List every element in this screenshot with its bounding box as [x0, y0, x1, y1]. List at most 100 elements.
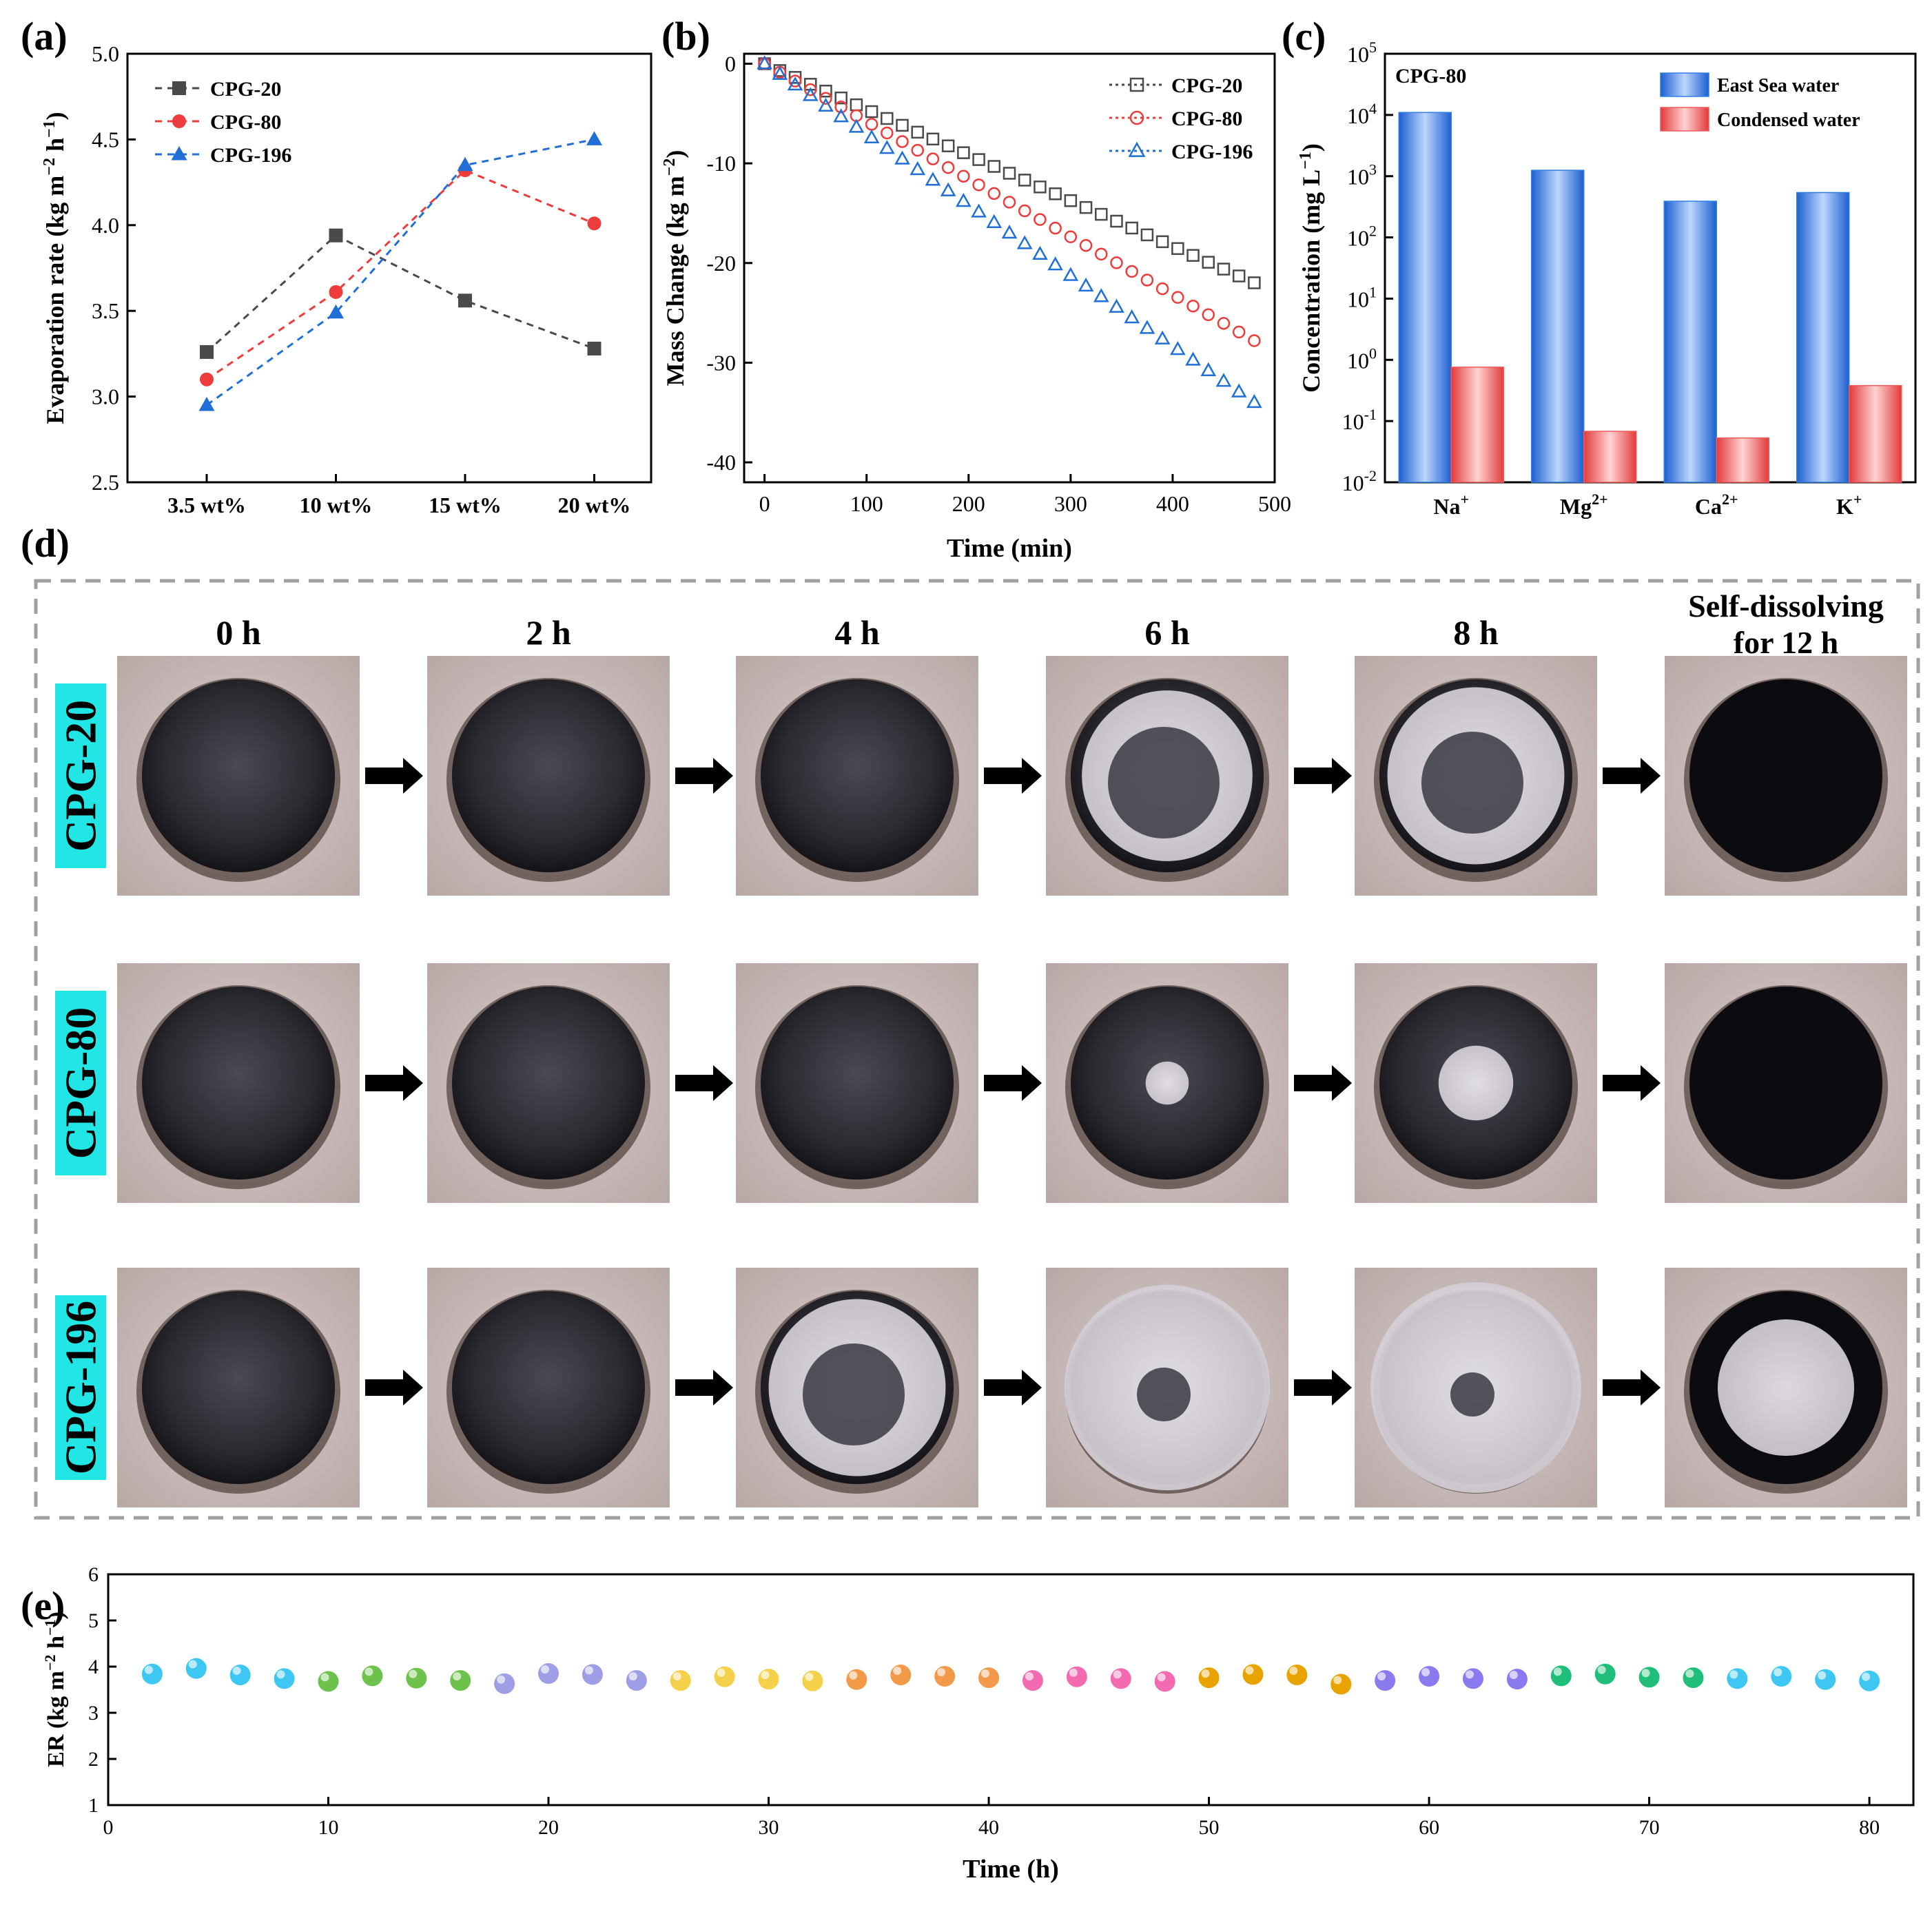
series-line	[205, 234, 595, 353]
photo-puck	[452, 679, 645, 872]
data-point	[1140, 274, 1154, 287]
data-point	[1594, 1663, 1616, 1685]
data-point	[986, 214, 1003, 228]
data-point	[1248, 334, 1261, 347]
data-point	[1140, 228, 1154, 242]
time-label: 2 h	[526, 613, 571, 652]
data-point	[833, 108, 850, 123]
arrow-icon	[675, 1370, 733, 1405]
data-point	[587, 216, 602, 231]
data-point	[890, 1665, 912, 1686]
sample-label: CPG-20	[56, 700, 105, 852]
data-point	[1018, 174, 1031, 187]
data-point	[1462, 1668, 1483, 1689]
photo-puck-exposed	[1137, 1368, 1191, 1421]
data-point	[802, 1670, 823, 1691]
arrow-icon	[1294, 1370, 1352, 1405]
data-point	[1330, 1674, 1352, 1695]
data-point	[788, 74, 802, 87]
chart-c-ylabel: Concentration (mg L−1)	[1297, 143, 1325, 393]
y-tick-label: -30	[706, 350, 736, 375]
data-point	[971, 203, 987, 218]
x-tick-label: 80	[1859, 1816, 1880, 1839]
bar	[1450, 367, 1504, 483]
data-point-highlight	[761, 1671, 770, 1680]
bar	[1398, 112, 1452, 483]
data-point	[141, 1663, 163, 1685]
data-point	[328, 304, 344, 319]
data-point	[1034, 181, 1047, 194]
data-point	[1638, 1667, 1660, 1688]
data-point	[1550, 1665, 1572, 1687]
arrow-icon	[1603, 758, 1661, 794]
data-point	[362, 1665, 383, 1687]
bar	[1583, 431, 1637, 483]
data-point-highlight	[1685, 1669, 1694, 1678]
data-point	[758, 1669, 779, 1690]
data-point-highlight	[893, 1667, 902, 1676]
data-point	[1155, 235, 1169, 249]
photo-puck-exposed	[1450, 1372, 1494, 1417]
panel-label-d: (d)	[21, 521, 70, 566]
data-point	[941, 139, 955, 152]
data-point	[318, 1671, 339, 1692]
time-label: 8 h	[1453, 613, 1499, 652]
data-point	[1242, 1664, 1264, 1685]
data-point	[957, 169, 970, 183]
data-point	[1093, 288, 1109, 302]
photo-salt-crust	[1718, 1319, 1854, 1456]
data-point	[200, 372, 214, 387]
data-point	[494, 1673, 515, 1694]
y-tick-label: 2	[88, 1748, 99, 1771]
panel-label-e: (e)	[21, 1583, 65, 1628]
photo-puck	[761, 987, 954, 1180]
data-point	[457, 156, 473, 172]
data-point	[926, 152, 940, 165]
legend-label: CPG-20	[210, 78, 281, 101]
legend-label: CPG-80	[210, 111, 281, 134]
y-tick-label: -40	[706, 450, 736, 475]
data-point	[450, 1670, 471, 1691]
data-point	[1124, 309, 1140, 324]
x-tick-label: 400	[1156, 491, 1189, 516]
data-point	[1232, 325, 1246, 339]
photo-puck	[1689, 987, 1882, 1180]
data-point-highlight	[1729, 1670, 1738, 1679]
photo-puck	[142, 987, 335, 1180]
data-point-highlight	[1421, 1668, 1430, 1677]
legend-marker	[172, 81, 186, 95]
bar	[1716, 437, 1769, 483]
x-tick-label: 3.5 wt%	[167, 493, 246, 517]
data-point	[1186, 299, 1200, 313]
data-point	[987, 160, 1001, 173]
x-tick-label: Ca2+	[1695, 491, 1738, 519]
x-tick-label: 40	[978, 1816, 999, 1839]
y-tick-label: 10-1	[1342, 406, 1377, 434]
data-point-highlight	[1597, 1665, 1606, 1674]
data-point-highlight	[409, 1669, 418, 1678]
y-tick-label: -10	[706, 151, 736, 176]
data-point	[1506, 1669, 1528, 1690]
data-point-highlight	[1157, 1673, 1166, 1682]
chart-b-ylabel: Mass Change (kg m−2)	[661, 150, 689, 387]
data-point	[1200, 362, 1217, 377]
data-point-highlight	[628, 1672, 637, 1681]
data-point	[934, 1666, 956, 1687]
arrow-icon	[365, 1370, 423, 1405]
data-point	[582, 1664, 603, 1685]
legend-marker	[1128, 141, 1146, 157]
data-point-highlight	[1553, 1667, 1562, 1676]
data-point	[1154, 330, 1171, 344]
data-point	[802, 87, 819, 101]
data-point	[804, 83, 817, 96]
bar	[1663, 200, 1717, 483]
data-point-highlight	[1862, 1672, 1871, 1681]
y-tick-label: 4.5	[92, 127, 119, 152]
data-point	[1034, 213, 1047, 226]
data-point	[1064, 194, 1078, 207]
data-point	[1110, 214, 1123, 228]
data-point	[757, 55, 772, 70]
data-point-highlight	[672, 1672, 681, 1681]
